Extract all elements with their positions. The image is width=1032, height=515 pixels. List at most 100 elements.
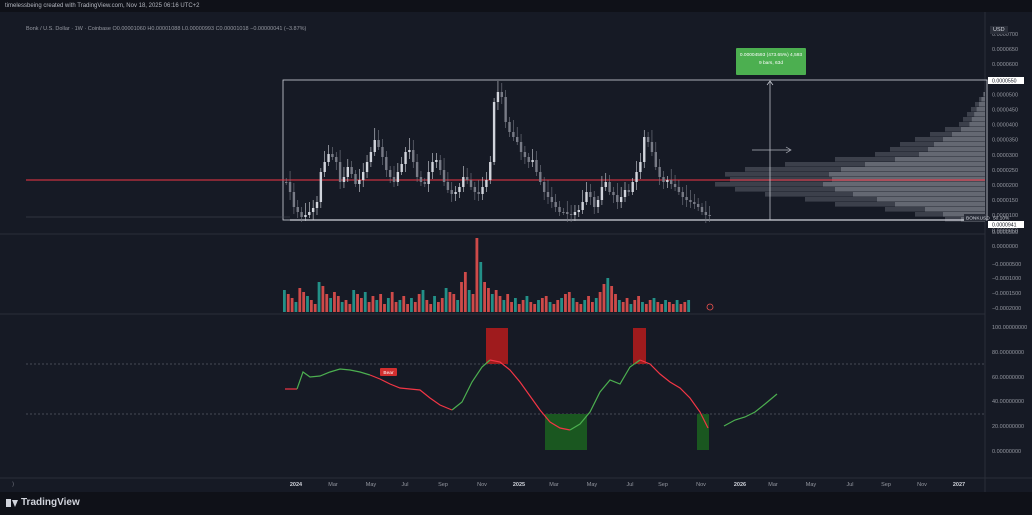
volume-bar: [421, 290, 425, 312]
arrow-drawing-head: [785, 146, 792, 154]
volume-tick: −0.0001000: [992, 276, 1021, 282]
candle-body: [377, 140, 380, 147]
volume-bar: [529, 302, 533, 312]
volume-bar: [417, 294, 421, 312]
chart-canvas[interactable]: 0.00004593 (473.65%) 4,593 9 bars, 63d 0…: [0, 12, 1032, 492]
symbol-legend[interactable]: Bonk / U.S. Dollar · 1W · Coinbase O0.00…: [26, 26, 307, 32]
osc-segment: [489, 359, 571, 431]
candle-body: [412, 150, 415, 162]
bonk-tag-bg: [964, 214, 986, 221]
volume-bar: [390, 292, 394, 312]
goto-icon[interactable]: ⟩: [12, 482, 15, 488]
volume-bar: [606, 278, 610, 312]
volume-profile-row-inner: [983, 92, 985, 97]
chart-area[interactable]: 0.00004593 (473.65%) 4,593 9 bars, 63d 0…: [0, 12, 1032, 492]
measure-box[interactable]: [736, 48, 806, 75]
volume-bar: [456, 300, 460, 312]
volume-bar: [552, 304, 556, 312]
candle-body: [654, 152, 657, 167]
candle-body: [462, 177, 465, 187]
volume-profile-row: [875, 152, 985, 157]
volume-bar: [444, 288, 448, 312]
volume-bar: [483, 282, 486, 312]
candle-body: [704, 212, 708, 215]
volume-indicator-icon[interactable]: [706, 303, 714, 311]
candle-body: [700, 207, 704, 212]
volume-profile-row-inner: [934, 142, 985, 147]
time-tick: 2027: [953, 482, 965, 488]
candle-body: [608, 182, 611, 192]
osc-tick: 80.00000000: [992, 350, 1024, 356]
time-tick: Nov: [917, 482, 927, 488]
volume-bar: [679, 304, 683, 312]
volume-bar: [556, 300, 560, 312]
volume-bar: [460, 282, 463, 312]
candle-body: [442, 170, 446, 182]
candle-body: [589, 192, 592, 197]
volume-bar: [413, 302, 417, 312]
volume-bar: [294, 302, 298, 312]
candle-body: [415, 162, 419, 177]
volume-profile-row-inner: [877, 197, 985, 202]
time-tick: Mar: [328, 482, 338, 488]
time-tick: Mar: [768, 482, 778, 488]
candle-body: [458, 187, 461, 192]
volume-profile-row-inner: [976, 107, 985, 112]
volume-bar: [479, 262, 483, 312]
time-axis[interactable]: 2024 Mar May Jul Sep Nov 2025 Mar May Jul Sep Nov 20…: [290, 482, 965, 488]
candle-body: [477, 192, 480, 194]
volume-bar: [286, 294, 290, 312]
volume-bar: [687, 300, 691, 312]
volume-tick: 0.0000500: [992, 230, 1018, 236]
candle-body: [566, 212, 569, 214]
candle-body: [450, 190, 453, 194]
candle-body: [446, 182, 450, 190]
volume-bar: [383, 304, 386, 312]
time-tick: May: [806, 482, 817, 488]
volume-profile-row-inner: [865, 162, 985, 167]
candle-body: [512, 132, 515, 137]
volume-profile-row-inner: [832, 177, 985, 182]
candle-body: [558, 207, 561, 212]
time-tick: Mar: [549, 482, 559, 488]
oscillator-axis[interactable]: 100.00000000 80.00000000 60.00000000 40.000…: [992, 325, 1027, 455]
candle-body: [604, 182, 607, 187]
candle-body: [635, 172, 638, 182]
volume-profile-row: [885, 207, 985, 212]
currency-tag[interactable]: USD: [990, 26, 1008, 34]
candle-body: [554, 202, 557, 207]
chart-header: timelessbeing created with TradingView.c…: [0, 0, 1032, 12]
candle-body: [296, 207, 299, 212]
volume-bar: [514, 298, 517, 312]
volume-bar: [302, 292, 306, 312]
volume-bar: [398, 300, 402, 312]
volume-bar: [333, 292, 336, 312]
oversold-box-1: [545, 414, 587, 450]
candle-body: [485, 180, 488, 187]
volume-axis[interactable]: 0.0000500 0.0000000 −0.0000500 −0.0001000 −0…: [992, 230, 1021, 312]
volume-bar: [437, 302, 440, 312]
candle-body: [473, 187, 477, 192]
volume-profile-row: [975, 102, 985, 107]
price-axis[interactable]: 0.0000700 0.0000650 0.0000600 0.0000550 0.00…: [992, 32, 1018, 234]
candle-body: [385, 157, 388, 170]
candle-body: [465, 177, 469, 180]
candle-body: [527, 157, 530, 162]
candle-body: [481, 187, 484, 194]
candle-body: [323, 162, 326, 172]
candle-body: [708, 215, 711, 216]
volume-bar: [306, 296, 309, 312]
candle-body: [616, 195, 619, 202]
volume-profile-row: [785, 162, 985, 167]
tradingview-logo[interactable]: TradingView: [6, 497, 80, 508]
candle-body: [439, 160, 442, 170]
osc-tick: 20.00000000: [992, 424, 1024, 430]
volume-profile-row-inner: [969, 122, 985, 127]
candle-body: [362, 172, 365, 180]
candle-body: [354, 174, 357, 184]
candle-body: [542, 182, 546, 192]
volume-bar: [675, 300, 679, 312]
volume-bar: [671, 304, 675, 312]
volume-bar: [367, 302, 371, 312]
volume-bar: [548, 302, 552, 312]
